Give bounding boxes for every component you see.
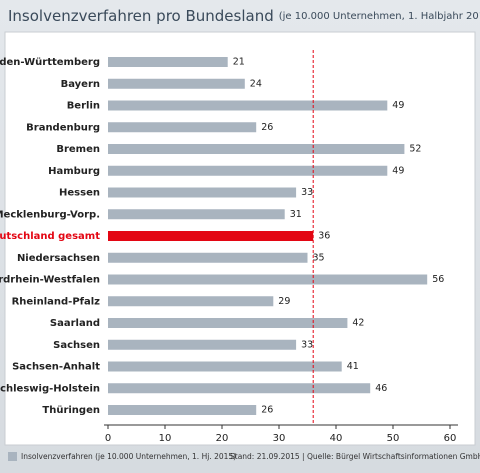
bar bbox=[108, 339, 297, 350]
value-label: 52 bbox=[409, 144, 421, 155]
bar bbox=[108, 165, 388, 176]
source-note: Stand: 21.09.2015 | Quelle: Bürgel Wirts… bbox=[230, 452, 480, 461]
bar bbox=[108, 361, 342, 372]
bar bbox=[108, 318, 348, 328]
bar bbox=[108, 122, 257, 133]
category-label: Saarland bbox=[50, 318, 100, 329]
category-label: Hamburg bbox=[48, 166, 100, 177]
x-tick-label: 50 bbox=[387, 433, 400, 444]
subtitle-text: (je 10.000 Unternehmen, 1. Halbjahr 2015… bbox=[279, 11, 480, 22]
value-label: 49 bbox=[392, 165, 404, 176]
category-label: Deutschland gesamt bbox=[0, 231, 100, 242]
bar bbox=[108, 383, 371, 394]
value-label: 21 bbox=[233, 57, 245, 68]
x-tick-label: 20 bbox=[216, 433, 229, 444]
category-label: Baden-Württemberg bbox=[0, 57, 100, 68]
bar bbox=[108, 57, 228, 67]
x-tick-label: 60 bbox=[444, 433, 457, 444]
x-tick-label: 10 bbox=[159, 433, 172, 444]
bar bbox=[108, 274, 428, 285]
bar bbox=[108, 187, 297, 198]
category-label: Sachsen-Anhalt bbox=[12, 362, 100, 373]
category-label: Berlin bbox=[67, 101, 100, 112]
category-label: Nordrhein-Westfalen bbox=[0, 275, 100, 286]
category-label: Sachsen bbox=[53, 340, 100, 351]
category-label: Thüringen bbox=[42, 405, 100, 416]
x-tick-label: 30 bbox=[273, 433, 286, 444]
bar bbox=[108, 78, 245, 89]
legend-swatch bbox=[8, 452, 17, 461]
title-text: Insolvenzverfahren pro Bundesland bbox=[8, 7, 274, 25]
category-label: Brandenburg bbox=[26, 122, 100, 133]
value-label: 33 bbox=[301, 187, 313, 198]
bar bbox=[108, 405, 257, 415]
category-label: Rheinland-Pfalz bbox=[12, 296, 101, 307]
bar bbox=[108, 231, 314, 241]
value-label: 35 bbox=[313, 252, 325, 263]
value-label: 56 bbox=[432, 274, 444, 285]
value-label: 33 bbox=[301, 339, 313, 350]
value-label: 42 bbox=[352, 318, 364, 329]
bar bbox=[108, 100, 388, 111]
x-tick-label: 0 bbox=[105, 433, 111, 444]
value-label: 26 bbox=[261, 405, 273, 416]
bar bbox=[108, 296, 274, 307]
category-label: Mecklenburg-Vorp. bbox=[0, 209, 100, 220]
category-label: Hessen bbox=[59, 188, 100, 199]
category-label: Niedersachsen bbox=[17, 253, 100, 264]
bar bbox=[108, 252, 308, 263]
bar bbox=[108, 144, 405, 154]
value-label: 26 bbox=[261, 122, 273, 133]
bar bbox=[108, 209, 285, 220]
x-tick-label: 40 bbox=[330, 433, 343, 444]
value-label: 24 bbox=[250, 78, 262, 89]
category-label: Schleswig-Holstein bbox=[0, 383, 100, 394]
value-label: 49 bbox=[392, 100, 404, 111]
category-label: Bayern bbox=[61, 79, 100, 90]
value-label: 41 bbox=[347, 361, 359, 372]
value-label: 46 bbox=[375, 383, 387, 394]
chart-title: Insolvenzverfahren pro Bundesland (je 10.… bbox=[8, 7, 480, 25]
category-label: Bremen bbox=[56, 144, 100, 155]
value-label: 31 bbox=[290, 209, 302, 220]
value-label: 36 bbox=[318, 231, 330, 242]
value-label: 29 bbox=[278, 296, 290, 307]
legend-label: Insolvenzverfahren (je 10.000 Unternehme… bbox=[21, 452, 236, 461]
